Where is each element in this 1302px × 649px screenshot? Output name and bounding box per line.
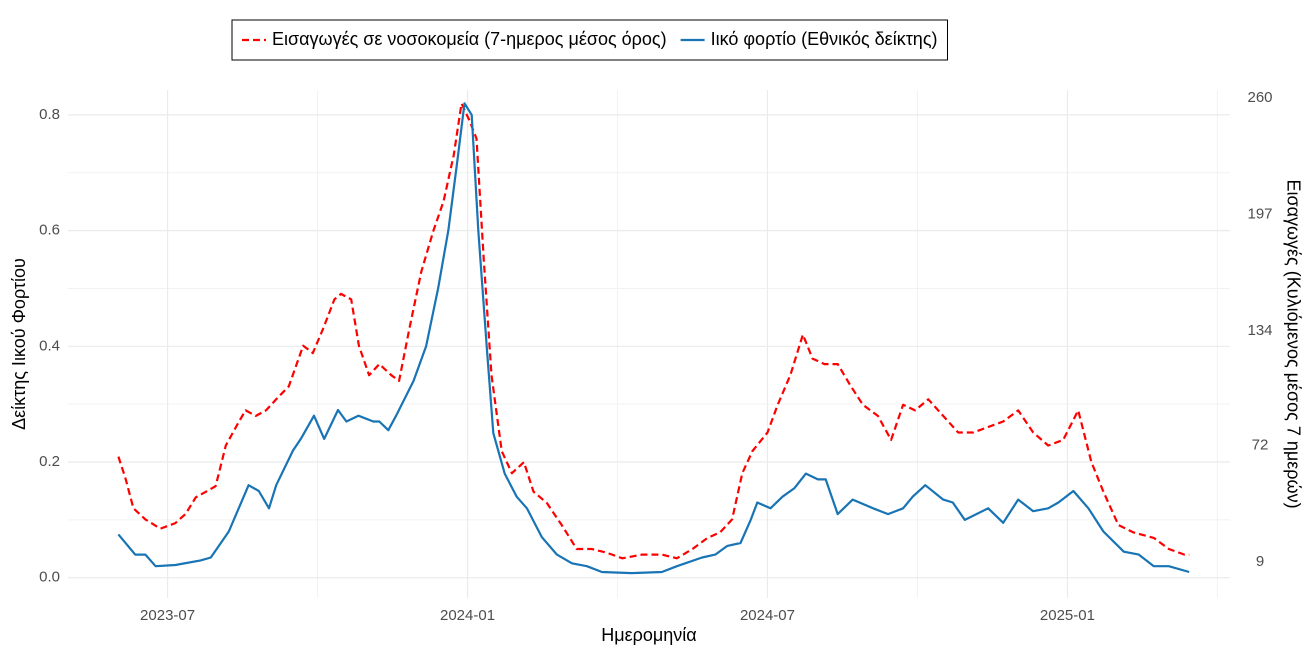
x-tick-label: 2025-01 — [1040, 607, 1095, 624]
x-tick-label: 2024-07 — [740, 607, 795, 624]
legend-label: Εισαγωγές σε νοσοκομεία (7-ημερος μέσος … — [272, 29, 667, 49]
legend-box — [231, 19, 948, 61]
series-line — [117, 102, 1190, 575]
x-tick-label: 2023-07 — [140, 607, 195, 624]
legend: Εισαγωγές σε νοσοκομεία (7-ημερος μέσος … — [231, 19, 948, 61]
y2-tick-label: 134 — [1247, 322, 1272, 339]
y-tick-label: 0.8 — [39, 106, 60, 123]
y2-tick-label: 9 — [1256, 553, 1264, 570]
x-tick-label: 2024-01 — [440, 607, 495, 624]
y-tick-label: 0.2 — [39, 453, 60, 470]
legend-label: Ιικό φορτίο (Εθνικός δείκτης) — [711, 29, 938, 49]
y-tick-label: 0.4 — [39, 337, 60, 354]
y2-tick-label: 72 — [1252, 436, 1269, 453]
y-tick-label: 0.6 — [39, 222, 60, 239]
y2-tick-label: 197 — [1247, 205, 1272, 222]
series-line — [117, 102, 1190, 560]
y-axis-title: Δείκτης Ιικού Φορτίου — [9, 258, 29, 430]
y2-axis-title: Εισαγωγές (Κυλιόμενος μέσος 7 ημερών) — [1283, 179, 1302, 508]
y-tick-label: 0.0 — [39, 569, 60, 586]
y2-tick-label: 260 — [1247, 89, 1272, 106]
x-axis-title: Ημερομηνία — [601, 625, 696, 645]
